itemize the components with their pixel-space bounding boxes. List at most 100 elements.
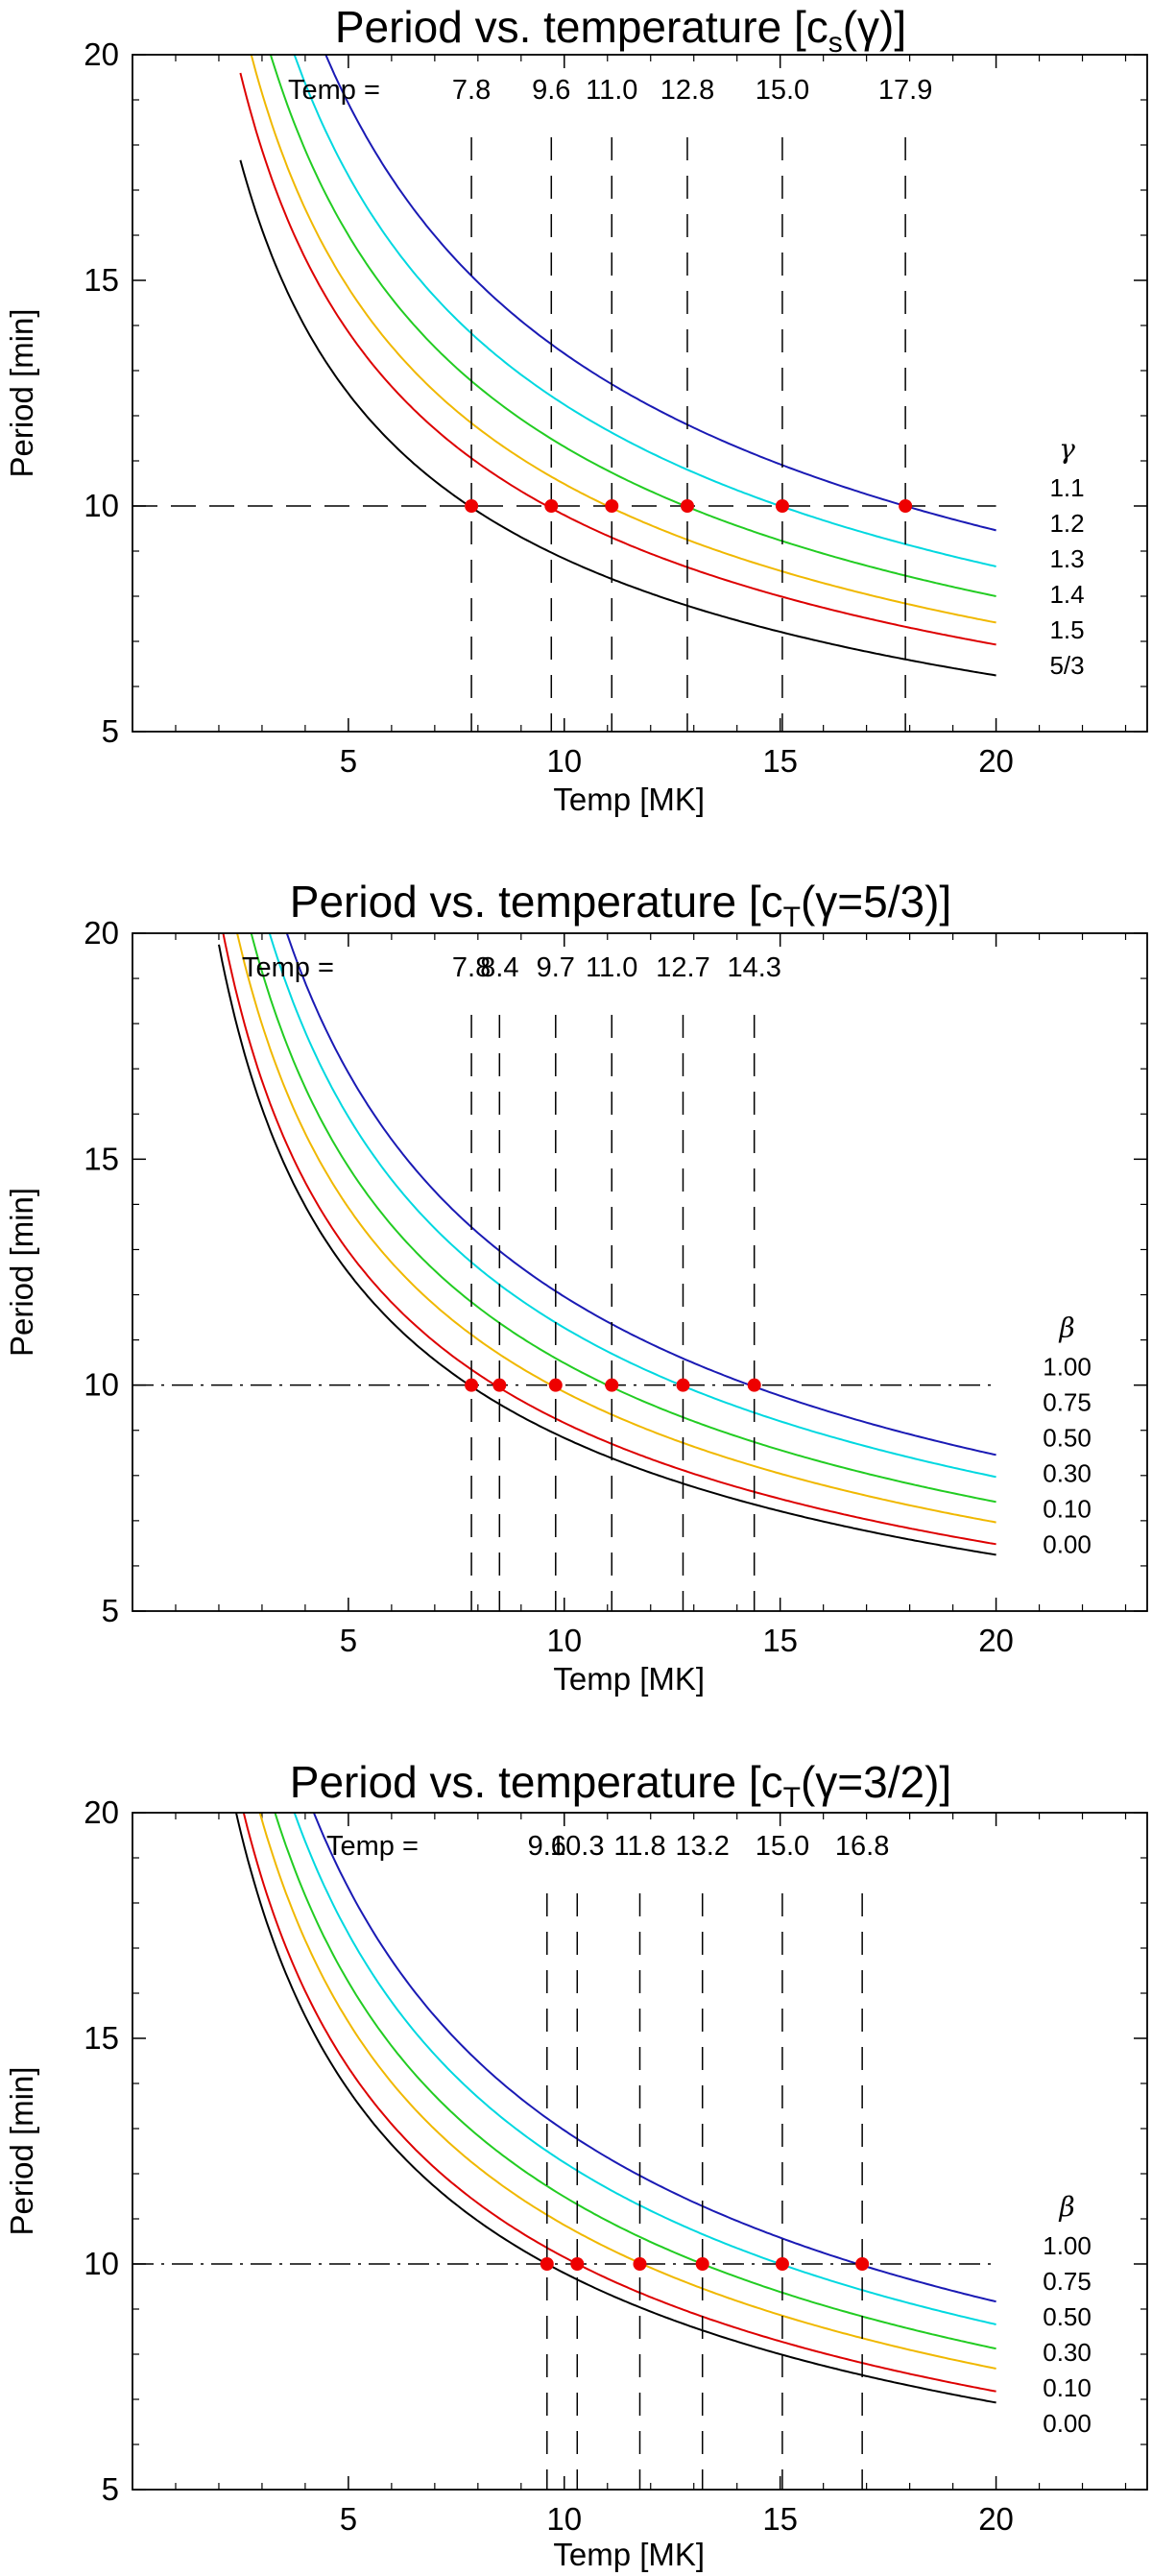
legend-entry: 0.00 [1043,1530,1092,1559]
y-tick-label: 20 [84,915,119,951]
marker-dot [465,499,479,513]
marker-temp-label: 12.7 [656,952,709,983]
legend-entry: 0.75 [1043,1388,1092,1417]
legend-entry: 1.3 [1049,544,1084,573]
marker-dot [695,2257,709,2271]
legend-entry: 0.00 [1043,2409,1092,2438]
marker-temp-label: 12.8 [660,75,714,106]
y-tick-label: 15 [84,1141,119,1176]
chart-panel-1: Period vs. temperature [cs(γ)] 5 10 15 20 5 10… [4,2,1148,817]
chart-panel-3: Period vs. temperature [cT(γ=3/2)] 5 10 15 2… [4,1757,1148,2572]
legend-entry: 0.75 [1043,2267,1092,2296]
marker-dot [680,499,694,513]
x-axis-label: Temp [MK] [553,782,705,817]
series-line-1.2 [293,55,996,567]
marker-dot [540,2257,554,2271]
marker-temp-label: 7.8 [452,952,491,983]
x-axis-label: Temp [MK] [553,2537,705,2572]
series-line-1.00 [285,933,996,1457]
series-line-1.00 [312,1813,996,2303]
marker-dot [676,1378,690,1392]
x-tick-label: 10 [546,743,582,779]
y-tick-label: 5 [102,1593,119,1628]
series-line-1.4 [250,55,996,624]
legend-entry: 5/3 [1049,651,1084,680]
legend-entry: 1.4 [1049,580,1084,609]
marker-dot [747,1378,761,1392]
chart-panel-2: Period vs. temperature [cT(γ=5/3)] 5 10 15 2… [4,877,1148,1697]
marker-dot [605,1378,619,1392]
chart-title: Period vs. temperature [cT(γ=3/2)] [290,1757,951,1814]
y-axis-label: Period [min] [4,1188,39,1357]
x-tick-label: 15 [762,1623,798,1658]
marker-temp-label: 15.0 [756,1831,809,1862]
marker-temp-label: 16.8 [835,1831,889,1862]
legend-entry: 0.30 [1043,2338,1092,2367]
x-tick-label: 15 [762,743,798,779]
y-tick-label: 15 [84,2020,119,2056]
series-line-0.00 [218,944,996,1556]
series-line-0.30 [258,1813,996,2370]
legend-title: β [1058,1312,1074,1344]
y-tick-label: 5 [102,713,119,749]
marker-temp-label: 11.0 [586,75,637,106]
y-axis-label: Period [min] [4,2066,39,2235]
marker-dot [775,2257,789,2271]
legend-title: β [1058,2191,1074,2223]
series-line-0.10 [222,933,996,1546]
marker-dot [570,2257,585,2271]
marker-dot [492,1378,507,1392]
y-tick-label: 15 [84,262,119,298]
marker-temp-label: 14.3 [727,952,780,983]
chart-title: Period vs. temperature [cs(γ)] [335,2,906,59]
x-tick-label: 20 [978,1623,1014,1658]
marker-temp-label: 9.6 [532,75,570,106]
marker-temp-label: 10.3 [550,1831,604,1862]
marker-temp-label: 13.2 [675,1831,729,1862]
legend-entry: 0.50 [1043,2302,1092,2331]
marker-temp-label: 8.4 [480,952,518,983]
x-tick-label: 5 [340,2501,357,2537]
marker-dot [899,499,913,513]
marker-dot [548,1378,563,1392]
legend-entry: 1.00 [1043,2231,1092,2260]
marker-temp-label: 11.8 [613,1831,665,1862]
legend-entry: 0.10 [1043,2373,1092,2402]
plot-frame [132,932,1148,1612]
marker-dot [465,1378,479,1392]
legend-entry: 1.5 [1049,615,1084,644]
marker-temp-label: 9.6 [528,1831,566,1862]
marker-dot [775,499,789,513]
legend-title: γ [1059,433,1075,465]
marker-temp-label: 15.0 [756,75,809,106]
x-tick-label: 20 [978,743,1014,779]
legend-entry: 1.1 [1049,473,1084,502]
x-tick-label: 15 [762,2501,798,2537]
x-tick-label: 20 [978,2501,1014,2537]
series-line-0.75 [268,933,996,1479]
series-line-0.50 [274,1813,996,2350]
series-line-0.00 [234,1813,996,2404]
x-tick-label: 5 [340,743,357,779]
series-line-0.75 [293,1813,996,2325]
y-tick-label: 20 [84,1794,119,1830]
marker-temp-label: 9.7 [537,952,575,983]
y-tick-label: 10 [84,1367,119,1403]
marker-dot [544,499,559,513]
temp-prefix-label: Temp = [288,75,380,106]
legend-entry: 1.2 [1049,509,1084,538]
y-axis-label: Period [min] [4,308,39,477]
legend-entry: 0.50 [1043,1424,1092,1453]
y-tick-label: 5 [102,2471,119,2507]
temp-prefix-label: Temp = [326,1831,419,1862]
series-line-1.5 [239,72,996,646]
series-line-1.3 [269,55,996,597]
x-tick-label: 5 [340,1623,357,1658]
marker-temp-label: 7.8 [452,75,491,106]
temp-prefix-label: Temp = [242,952,334,983]
series-line-5/3 [239,159,996,677]
y-tick-label: 10 [84,488,119,523]
marker-temp-label: 17.9 [878,75,932,106]
series-line-1.1 [324,55,996,532]
